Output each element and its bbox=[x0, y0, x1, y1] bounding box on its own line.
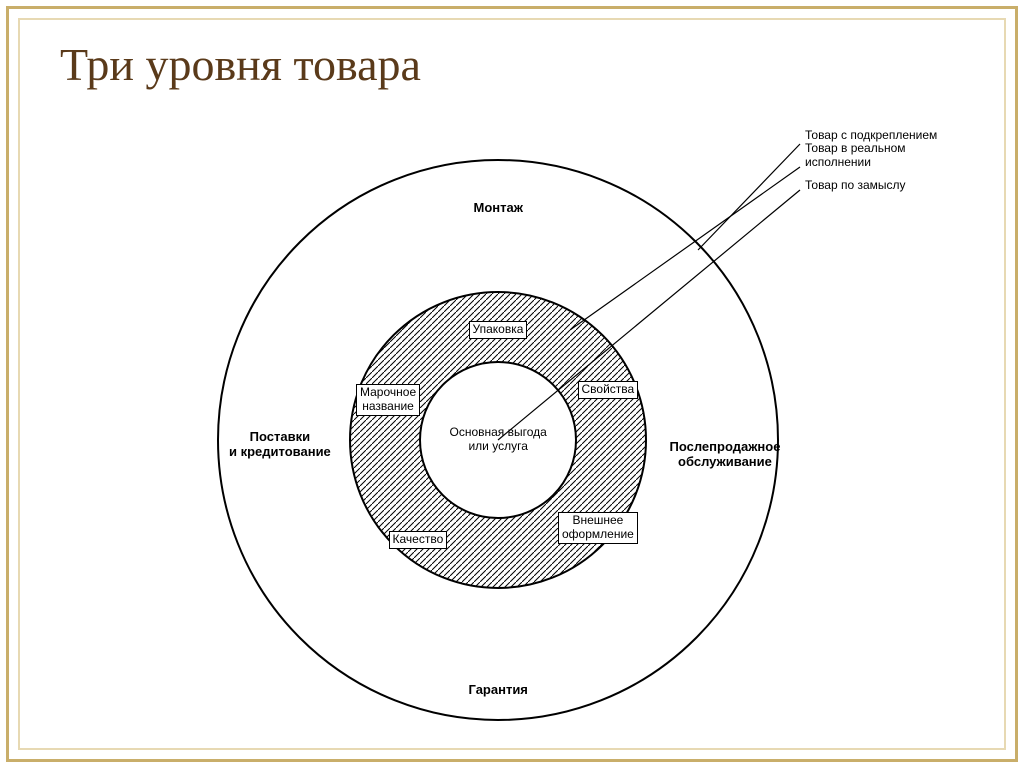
outer-label: Поставки и кредитование bbox=[229, 430, 331, 460]
outer-label: Гарантия bbox=[469, 683, 528, 698]
mid-label: Свойства bbox=[578, 381, 639, 399]
outer-label: Монтаж bbox=[474, 201, 523, 216]
core-label: Основная выгода или услуга bbox=[450, 426, 547, 454]
legend-item: Товар в реальном исполнении bbox=[805, 142, 906, 170]
outer-label: Послепродажное обслуживание bbox=[670, 440, 781, 470]
slide: Три уровня товара Товар с подкреплениемТ… bbox=[0, 0, 1024, 768]
diagram bbox=[0, 0, 1024, 768]
mid-label: Качество bbox=[389, 531, 448, 549]
mid-label: Марочное название bbox=[356, 384, 420, 416]
legend-item: Товар по замыслу bbox=[805, 179, 906, 193]
mid-label: Упаковка bbox=[469, 321, 528, 339]
mid-label: Внешнее оформление bbox=[558, 512, 638, 544]
